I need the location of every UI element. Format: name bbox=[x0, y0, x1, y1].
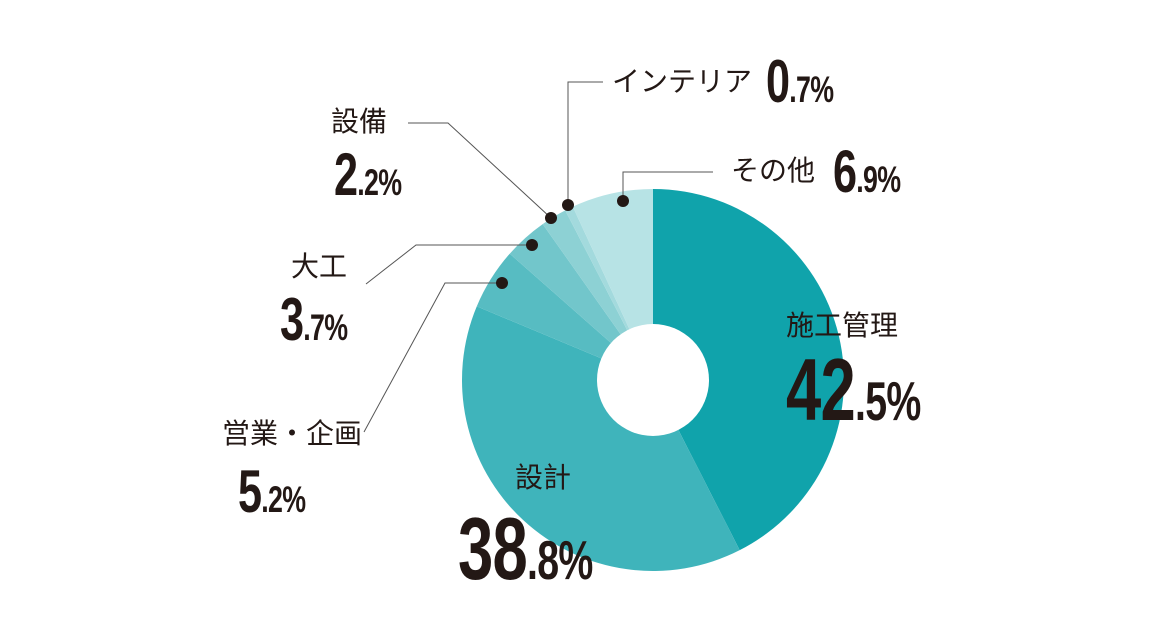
donut-hole bbox=[597, 324, 709, 436]
label-setsubi-value: 2.2% bbox=[334, 145, 427, 205]
slice-2 bbox=[462, 306, 740, 571]
leader-dots bbox=[496, 195, 629, 289]
label-interior: インテリア bbox=[612, 68, 752, 96]
category-value: 6.9% bbox=[833, 138, 901, 205]
label-daiku: 大工 bbox=[291, 253, 347, 281]
label-sekou-kanri: 施工管理 42.5% bbox=[786, 312, 973, 434]
category-name: インテリア bbox=[612, 65, 753, 98]
leader-lines bbox=[363, 81, 713, 433]
label-eigyo-kikaku: 営業・企画 bbox=[222, 420, 362, 448]
category-name: 営業・企画 bbox=[222, 417, 363, 450]
slice-1 bbox=[653, 189, 845, 551]
category-value: 42.5% bbox=[786, 340, 921, 439]
category-name: その他 bbox=[731, 154, 816, 187]
category-name: 大工 bbox=[291, 250, 348, 283]
category-value: 38.8% bbox=[458, 499, 593, 598]
category-name: 設計 bbox=[515, 461, 572, 494]
category-value: 3.7% bbox=[280, 286, 348, 353]
label-sekkei: 設計 bbox=[515, 464, 571, 492]
category-name: 施工管理 bbox=[786, 309, 899, 342]
label-interior-value: 0.7% bbox=[766, 52, 859, 112]
category-value: 5.2% bbox=[238, 458, 306, 525]
label-sonota: その他 bbox=[731, 157, 815, 185]
label-setsubi: 設備 bbox=[331, 108, 387, 136]
label-sonota-value: 6.9% bbox=[833, 142, 926, 202]
category-value: 0.7% bbox=[766, 48, 834, 115]
label-daiku-value: 3.7% bbox=[280, 290, 373, 350]
label-eigyo-kikaku-value: 5.2% bbox=[238, 462, 331, 522]
label-sekkei-value: 38.8% bbox=[458, 505, 645, 593]
category-name: 設備 bbox=[331, 105, 388, 138]
category-value: 2.2% bbox=[334, 141, 402, 208]
